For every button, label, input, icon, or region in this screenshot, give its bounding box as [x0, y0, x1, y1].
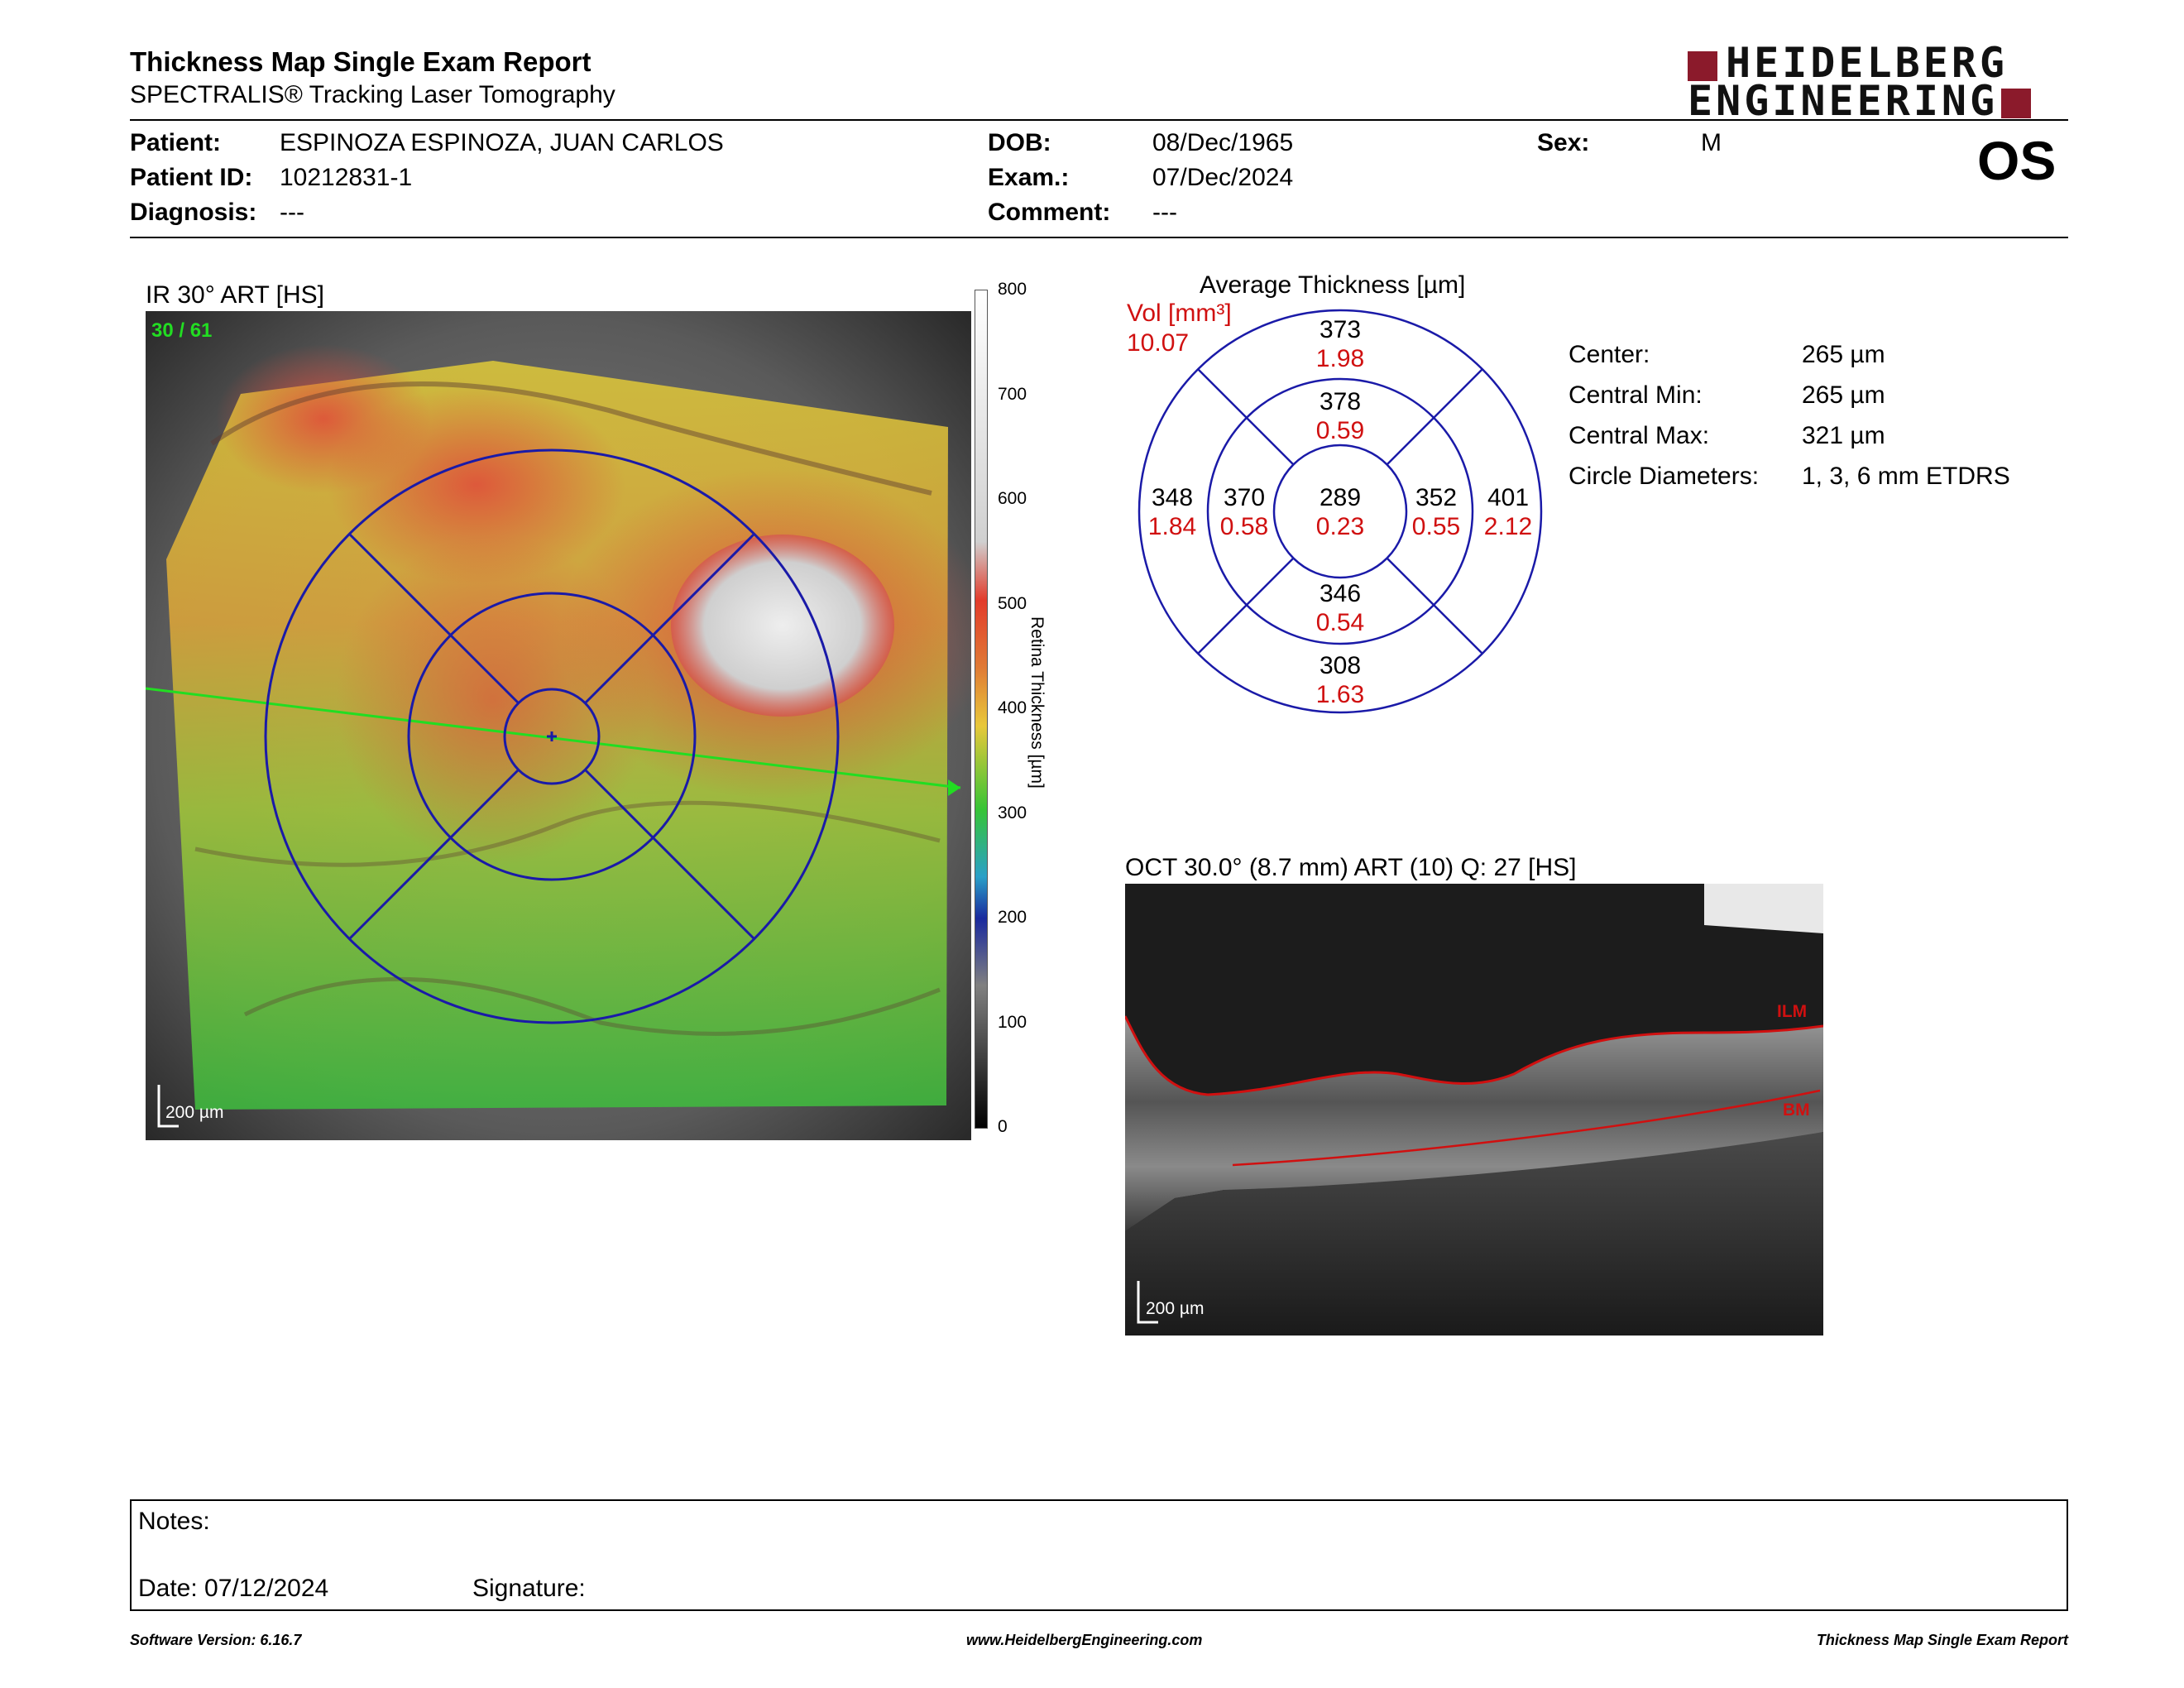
notes-box[interactable]: Notes: Date: 07/12/2024 Signature:: [130, 1499, 2068, 1611]
signature-date: Date: 07/12/2024: [138, 1575, 329, 1602]
inner-temporal-thickness: 370: [1223, 484, 1266, 511]
colorbar-tick-label: 0: [998, 1117, 1008, 1136]
patient-id: 10212831-1: [280, 164, 413, 191]
ilm-label: ILM: [1777, 1002, 1808, 1021]
volume-total: 10.07: [1127, 329, 1190, 357]
diagnosis-value: ---: [280, 199, 304, 226]
comment-label: Comment:: [988, 199, 1111, 226]
outer-superior-thickness: 373: [1319, 316, 1362, 343]
outer-temporal-thickness: 348: [1151, 484, 1194, 511]
footer-report-name: Thickness Map Single Exam Report: [1816, 1632, 2068, 1648]
outer-superior-volume: 1.98: [1315, 345, 1365, 372]
inner-temporal-volume: 0.58: [1219, 513, 1269, 540]
etdrs-title: Average Thickness [µm]: [1200, 271, 1466, 299]
header-rule: [130, 119, 2068, 121]
inner-inferior-volume: 0.54: [1315, 609, 1365, 636]
patient-name: ESPINOZA ESPINOZA, JUAN CARLOS: [280, 129, 724, 156]
central-min-value: 265 µm: [1802, 381, 1885, 409]
thickness-colorbar: [975, 290, 988, 1129]
logo-line-2: ENGINEERING: [1688, 76, 1999, 125]
outer-inferior-thickness: 308: [1319, 652, 1362, 679]
colorbar-tick-label: 200: [998, 908, 1027, 927]
signature-label: Signature:: [472, 1575, 586, 1602]
comment-value: ---: [1152, 199, 1177, 226]
central-min-label: Central Min:: [1569, 381, 1703, 409]
exam-label: Exam.:: [988, 164, 1070, 191]
exam-date: 07/Dec/2024: [1152, 164, 1294, 191]
colorbar-tick-label: 100: [998, 1012, 1027, 1032]
colorbar-tick-label: 700: [998, 384, 1027, 404]
center-volume: 0.23: [1315, 513, 1365, 540]
sex-label: Sex:: [1537, 129, 1590, 156]
software-version: Software Version: 6.16.7: [130, 1632, 302, 1648]
inner-nasal-volume: 0.55: [1411, 513, 1461, 540]
logo-line-1: HEIDELBERG: [1726, 39, 2009, 87]
patient-label: Patient:: [130, 129, 222, 156]
center-thickness: 289: [1319, 484, 1362, 511]
sex-value: M: [1701, 129, 1722, 156]
inner-superior-volume: 0.59: [1315, 417, 1365, 444]
eye-laterality: OS: [1977, 130, 2057, 191]
ir-thickness-map: [146, 311, 971, 1140]
logo-square-icon: [2001, 89, 2032, 118]
inner-inferior-thickness: 346: [1319, 580, 1362, 607]
volume-label: Vol [mm³]: [1127, 300, 1232, 327]
oct-scale-label: 200 µm: [1146, 1299, 1205, 1318]
outer-nasal-thickness: 401: [1487, 484, 1530, 511]
notes-label: Notes:: [138, 1508, 210, 1535]
logo-square-icon: [1688, 50, 1717, 81]
heidelberg-logo: HEIDELBERG ENGINEERING: [1688, 42, 2032, 122]
report-title: Thickness Map Single Exam Report: [130, 46, 592, 77]
colorbar-tick-label: 400: [998, 698, 1027, 717]
bm-label: BM: [1783, 1101, 1810, 1120]
info-rule: [130, 237, 2068, 238]
circle-diameters-label: Circle Diameters:: [1569, 463, 1760, 490]
website-link[interactable]: www.HeidelbergEngineering.com: [966, 1632, 1203, 1648]
central-max-value: 321 µm: [1802, 422, 1885, 449]
oct-bscan: [1125, 884, 1823, 1336]
ir-image-title: IR 30° ART [HS]: [146, 281, 324, 309]
dob-label: DOB:: [988, 129, 1051, 156]
colorbar-tick-label: 500: [998, 593, 1027, 613]
dob-value: 08/Dec/1965: [1152, 129, 1294, 156]
colorbar-tick-label: 600: [998, 489, 1027, 508]
circle-diameters-value: 1, 3, 6 mm ETDRS: [1802, 463, 2010, 490]
outer-inferior-volume: 1.63: [1315, 681, 1365, 708]
colorbar-tick-label: 300: [998, 803, 1027, 822]
colorbar-axis-label: Retina Thickness [µm]: [1027, 616, 1046, 789]
report-subtitle: SPECTRALIS® Tracking Laser Tomography: [130, 81, 615, 108]
inner-superior-thickness: 378: [1319, 388, 1362, 415]
colorbar-tick-label: 800: [998, 280, 1027, 299]
inner-nasal-thickness: 352: [1415, 484, 1458, 511]
central-max-label: Central Max:: [1569, 422, 1710, 449]
outer-nasal-volume: 2.12: [1483, 513, 1533, 540]
patient-id-label: Patient ID:: [130, 164, 253, 191]
center-stat-value: 265 µm: [1802, 341, 1885, 368]
center-stat-label: Center:: [1569, 341, 1650, 368]
frame-counter: 30 / 61: [151, 319, 213, 342]
diagnosis-label: Diagnosis:: [130, 199, 257, 226]
etdrs-grid: [1138, 309, 1543, 714]
ir-scale-label: 200 µm: [165, 1103, 224, 1122]
outer-temporal-volume: 1.84: [1147, 513, 1197, 540]
oct-image-title: OCT 30.0° (8.7 mm) ART (10) Q: 27 [HS]: [1125, 854, 1577, 881]
